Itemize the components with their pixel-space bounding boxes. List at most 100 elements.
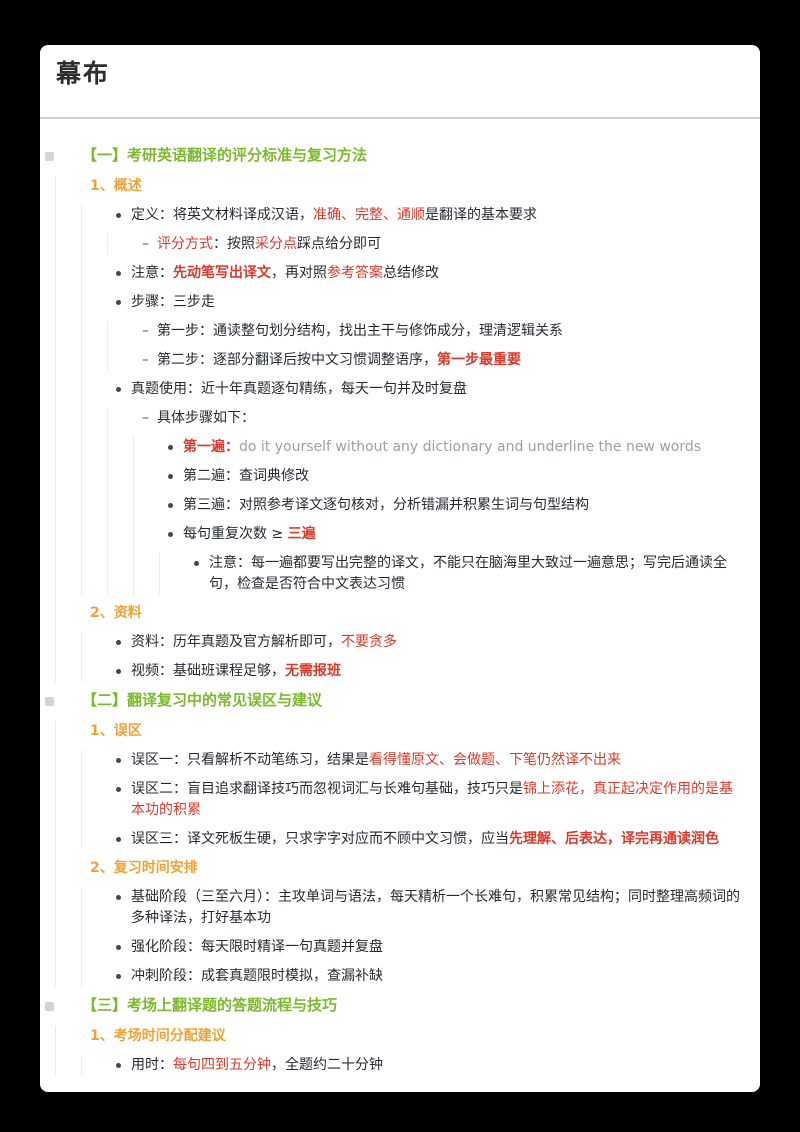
item-text[interactable]: 第二遍：查词典修改 — [183, 466, 309, 487]
outline-item[interactable]: 真题使用：近十年真题逐句精练，每天一句并及时复盘 — [82, 379, 746, 400]
item-text[interactable]: 步骤：三步走 — [131, 292, 215, 313]
outline-node: 视频：基础班课程足够，无需报班 — [82, 661, 746, 682]
outline-subheading[interactable]: 2、资料 — [56, 603, 746, 624]
outline-node: 2、复习时间安排基础阶段（三至六月）：主攻单词与语法，每天精析一个长难句，积累常… — [56, 858, 746, 987]
collapse-handle[interactable] — [45, 145, 60, 161]
item-text[interactable]: 1、考场时间分配建议 — [90, 1026, 226, 1047]
outline-item[interactable]: 基础阶段（三至六月）：主攻单词与语法，每天精析一个长难句，积累常见结构；同时整理… — [82, 887, 746, 929]
outline-item[interactable]: 资料：历年真题及官方解析即可，不要贪多 — [82, 632, 746, 653]
item-text[interactable]: 强化阶段：每天限时精译一句真题并复盘 — [131, 937, 383, 958]
outline-item[interactable]: 第二遍：查词典修改 — [134, 466, 746, 487]
item-text[interactable]: 2、复习时间安排 — [90, 858, 198, 879]
item-text[interactable]: 【一】考研英语翻译的评分标准与复习方法 — [82, 145, 367, 167]
outline-item[interactable]: 注意：每一遍都要写出完整的译文，不能只在脑海里大致过一遍意思；写完后通读全句，检… — [160, 553, 746, 595]
outline-item[interactable]: 用时：每句四到五分钟，全题约二十分钟 — [82, 1055, 746, 1076]
outline-subheading[interactable]: 2、复习时间安排 — [56, 858, 746, 879]
item-text[interactable]: 视频：基础班课程足够，无需报班 — [131, 661, 341, 682]
item-text[interactable]: 资料：历年真题及官方解析即可，不要贪多 — [131, 632, 397, 653]
text-segment: 是翻译的基本要求 — [425, 207, 537, 223]
outline-item[interactable]: 第三遍：对照参考译文逐句核对，分析错漏并积累生词与句型结构 — [134, 495, 746, 516]
text-segment: 看得懂原文、会做题、下笔仍然译不出来 — [369, 752, 621, 768]
item-text[interactable]: 误区二：盲目追求翻译技巧而忽视词汇与长难句基础，技巧只是锦上添花，真正起决定作用… — [131, 779, 746, 821]
outline-children: 注意：每一遍都要写出完整的译文，不能只在脑海里大致过一遍意思；写完后通读全句，检… — [159, 553, 746, 595]
bullet-icon[interactable] — [116, 779, 131, 792]
dash-icon: – — [142, 323, 149, 339]
item-text[interactable]: 第一遍：do it yourself without any dictionar… — [183, 437, 701, 458]
bullet-icon[interactable] — [116, 205, 131, 218]
outline-item[interactable]: 每句重复次数 ≥ 三遍 — [134, 524, 746, 545]
item-text[interactable]: 基础阶段（三至六月）：主攻单词与语法，每天精析一个长难句，积累常见结构；同时整理… — [131, 887, 746, 929]
item-text[interactable]: 冲刺阶段：成套真题限时模拟，查漏补缺 — [131, 966, 383, 987]
outline-item[interactable]: 误区三：译文死板生硬，只求字字对应而不顾中文习惯，应当先理解、后表达，译完再通读… — [82, 829, 746, 850]
outline-subheading[interactable]: 1、误区 — [56, 721, 746, 742]
bullet-icon[interactable] — [168, 437, 183, 450]
outline-item[interactable]: 步骤：三步走 — [82, 292, 746, 313]
outline-section-heading[interactable]: 【一】考研英语翻译的评分标准与复习方法 — [45, 145, 746, 167]
item-text[interactable]: 每句重复次数 ≥ 三遍 — [183, 524, 316, 545]
item-text[interactable]: 2、资料 — [90, 603, 142, 624]
item-text[interactable]: 第三遍：对照参考译文逐句核对，分析错漏并积累生词与句型结构 — [183, 495, 589, 516]
bullet-icon[interactable] — [116, 966, 131, 979]
item-text[interactable]: 评分方式：按照采分点踩点给分即可 — [157, 234, 381, 255]
text-segment: 注意：每一遍都要写出完整的译文，不能只在脑海里大致过一遍意思；写完后通读全句，检… — [209, 555, 727, 592]
outline-children: – 具体步骤如下： 第一遍：do it yourself without any d… — [107, 408, 746, 595]
item-text[interactable]: 定义：将英文材料译成汉语，准确、完整、通顺是翻译的基本要求 — [131, 205, 537, 226]
text-segment: 真题使用：近十年真题逐句精练，每天一句并及时复盘 — [131, 381, 467, 397]
outline-node: 【三】考场上翻译题的答题流程与技巧 1、考场时间分配建议用时：每句四到五分钟，全题… — [45, 995, 746, 1076]
text-segment: 准确、完整、通顺 — [313, 207, 425, 223]
bullet-icon[interactable] — [116, 632, 131, 645]
bullet-icon[interactable] — [194, 553, 209, 566]
outline-item[interactable]: – 具体步骤如下： — [108, 408, 746, 429]
item-text[interactable]: 误区三：译文死板生硬，只求字字对应而不顾中文习惯，应当先理解、后表达，译完再通读… — [131, 829, 719, 850]
outline-section-heading[interactable]: 【二】翻译复习中的常见误区与建议 — [45, 690, 746, 712]
item-text[interactable]: 第二步：逐部分翻译后按中文习惯调整语序，第一步最重要 — [157, 350, 521, 371]
bullet-icon[interactable] — [116, 263, 131, 276]
text-segment: 1、概述 — [90, 178, 142, 194]
outline-item[interactable]: 注意：先动笔写出译文，再对照参考答案总结修改 — [82, 263, 746, 284]
outline-item[interactable]: – 评分方式：按照采分点踩点给分即可 — [108, 234, 746, 255]
item-text[interactable]: 【三】考场上翻译题的答题流程与技巧 — [82, 995, 337, 1017]
item-text[interactable]: 真题使用：近十年真题逐句精练，每天一句并及时复盘 — [131, 379, 467, 400]
outline-children: 误区一：只看解析不动笔练习，结果是看得懂原文、会做题、下笔仍然译不出来误区二：盲… — [81, 750, 746, 850]
outline-node: 每句重复次数 ≥ 三遍注意：每一遍都要写出完整的译文，不能只在脑海里大致过一遍意… — [134, 524, 746, 595]
outline-item[interactable]: – 第二步：逐部分翻译后按中文习惯调整语序，第一步最重要 — [108, 350, 746, 371]
collapse-handle[interactable] — [45, 690, 60, 706]
outline-item[interactable]: 定义：将英文材料译成汉语，准确、完整、通顺是翻译的基本要求 — [82, 205, 746, 226]
outline-node: – 具体步骤如下： 第一遍：do it yourself without any d… — [108, 408, 746, 595]
item-text[interactable]: 1、误区 — [90, 721, 142, 742]
bullet-icon[interactable] — [116, 292, 131, 305]
bullet-icon[interactable] — [116, 829, 131, 842]
outline-item[interactable]: 第一遍：do it yourself without any dictionar… — [134, 437, 746, 458]
bullet-icon[interactable] — [168, 495, 183, 508]
bullet-icon[interactable] — [116, 937, 131, 950]
outline-item[interactable]: 视频：基础班课程足够，无需报班 — [82, 661, 746, 682]
item-text[interactable]: 注意：每一遍都要写出完整的译文，不能只在脑海里大致过一遍意思；写完后通读全句，检… — [209, 553, 746, 595]
item-text[interactable]: 【二】翻译复习中的常见误区与建议 — [82, 690, 322, 712]
item-text[interactable]: 1、概述 — [90, 176, 142, 197]
item-text[interactable]: 用时：每句四到五分钟，全题约二十分钟 — [131, 1055, 383, 1076]
item-text[interactable]: 误区一：只看解析不动笔练习，结果是看得懂原文、会做题、下笔仍然译不出来 — [131, 750, 621, 771]
outline-item[interactable]: 误区一：只看解析不动笔练习，结果是看得懂原文、会做题、下笔仍然译不出来 — [82, 750, 746, 771]
bullet-icon[interactable] — [116, 887, 131, 900]
text-segment: 用时： — [131, 1057, 173, 1073]
outline-section-heading[interactable]: 【三】考场上翻译题的答题流程与技巧 — [45, 995, 746, 1017]
bullet-icon[interactable] — [116, 379, 131, 392]
bullet-icon[interactable] — [168, 466, 183, 479]
outline-subheading[interactable]: 1、考场时间分配建议 — [56, 1026, 746, 1047]
item-text[interactable]: 注意：先动笔写出译文，再对照参考答案总结修改 — [131, 263, 439, 284]
bullet-icon[interactable] — [116, 661, 131, 674]
outline-item[interactable]: 强化阶段：每天限时精译一句真题并复盘 — [82, 937, 746, 958]
bullet-icon[interactable] — [116, 750, 131, 763]
item-text[interactable]: 第一步：通读整句划分结构，找出主干与修饰成分，理清逻辑关系 — [157, 321, 563, 342]
outline-node: 强化阶段：每天限时精译一句真题并复盘 — [82, 937, 746, 958]
bullet-icon[interactable] — [168, 524, 183, 537]
outline-item[interactable]: 冲刺阶段：成套真题限时模拟，查漏补缺 — [82, 966, 746, 987]
text-segment: 第一遍： — [183, 439, 239, 455]
item-text[interactable]: 具体步骤如下： — [157, 408, 255, 429]
collapse-handle[interactable] — [45, 995, 60, 1011]
outline-node: – 第一步：通读整句划分结构，找出主干与修饰成分，理清逻辑关系 — [108, 321, 746, 342]
outline-item[interactable]: 误区二：盲目追求翻译技巧而忽视词汇与长难句基础，技巧只是锦上添花，真正起决定作用… — [82, 779, 746, 821]
bullet-icon[interactable] — [116, 1055, 131, 1068]
outline-subheading[interactable]: 1、概述 — [56, 176, 746, 197]
outline-item[interactable]: – 第一步：通读整句划分结构，找出主干与修饰成分，理清逻辑关系 — [108, 321, 746, 342]
